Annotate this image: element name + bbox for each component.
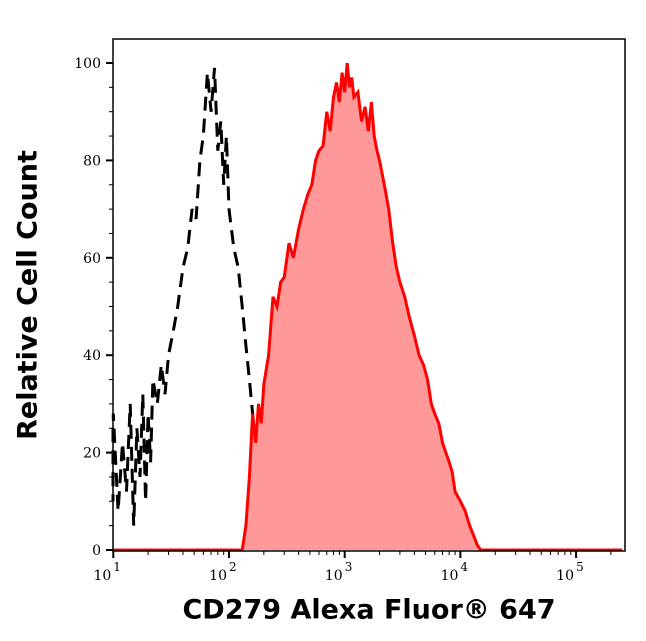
y-tick-label: 40: [83, 348, 101, 364]
y-axis: 0 20 40 60 80 100: [74, 56, 113, 559]
stained-histogram-line: [113, 62, 623, 552]
control-histogram-line: [111, 67, 271, 551]
svg-text:10: 10: [441, 568, 459, 584]
y-tick-label: 100: [74, 56, 101, 72]
svg-text:10: 10: [556, 568, 574, 584]
x-tick-label: 101: [93, 560, 120, 584]
y-tick-label: 0: [92, 543, 101, 559]
svg-text:10: 10: [93, 568, 111, 584]
svg-text:3: 3: [345, 560, 353, 574]
y-tick-label: 20: [83, 446, 101, 462]
plot-area: [111, 62, 623, 552]
y-axis-title: Relative Cell Count: [12, 150, 44, 440]
svg-text:10: 10: [209, 568, 227, 584]
x-tick-label: 105: [556, 560, 583, 584]
plot-frame: [112, 38, 626, 552]
svg-text:10: 10: [325, 568, 343, 584]
x-tick-label: 104: [441, 560, 469, 584]
y-tick-label: 80: [83, 153, 101, 169]
x-tick-label: 102: [209, 560, 236, 584]
svg-text:5: 5: [576, 560, 584, 574]
svg-text:1: 1: [113, 560, 121, 574]
svg-text:2: 2: [229, 560, 237, 574]
x-axis-title: CD279 Alexa Fluor® 647: [182, 594, 556, 626]
svg-text:4: 4: [460, 560, 468, 574]
histogram-fill-1: [113, 63, 623, 550]
x-tick-label: 103: [325, 560, 352, 584]
y-tick-label: 60: [83, 251, 101, 267]
